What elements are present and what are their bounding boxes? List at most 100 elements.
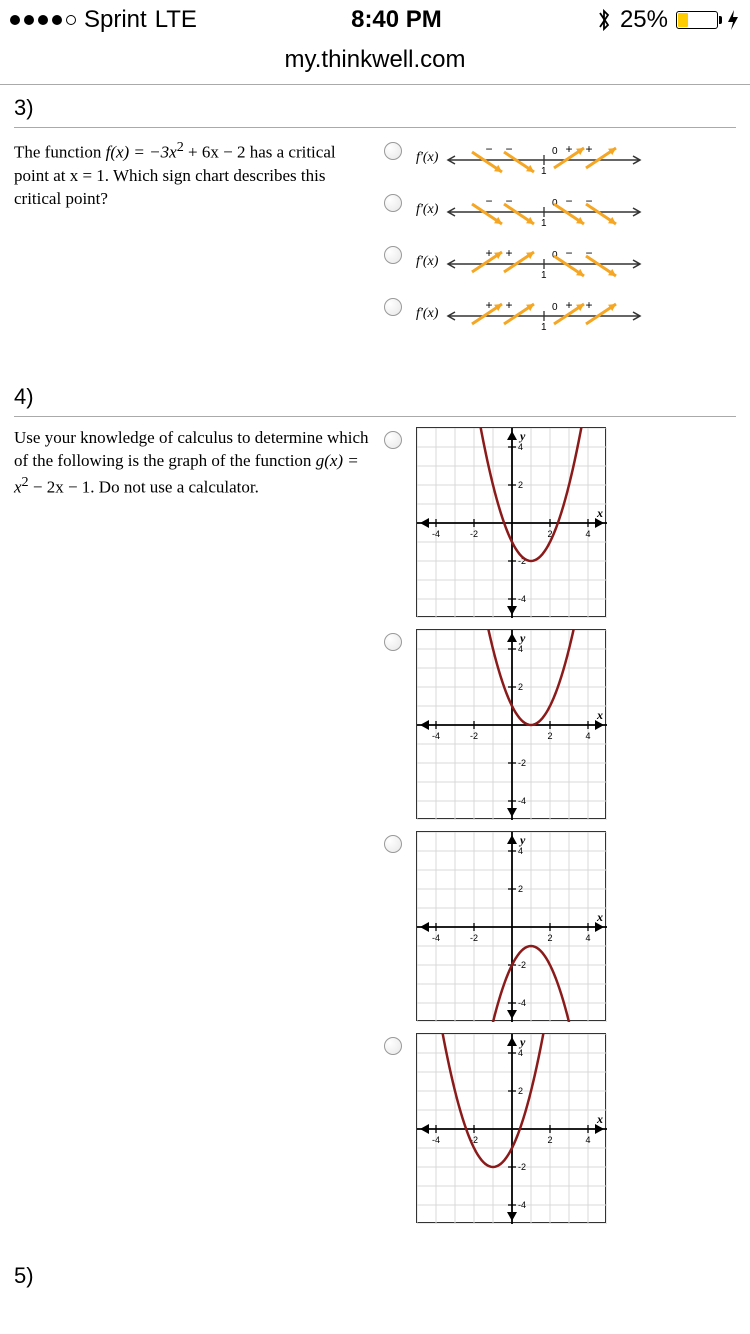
answer-option[interactable]: f'(x)01−−++ — [384, 138, 736, 178]
fprime-label: f'(x) — [416, 150, 438, 166]
svg-text:-2: -2 — [518, 1162, 526, 1172]
svg-text:-4: -4 — [518, 796, 526, 806]
svg-text:2: 2 — [518, 480, 523, 490]
question-number: 4) — [14, 374, 736, 416]
answer-option[interactable]: -4-224-4-224xy — [384, 427, 736, 617]
svg-text:2: 2 — [547, 1135, 552, 1145]
charging-icon — [726, 8, 740, 32]
svg-text:-2: -2 — [518, 758, 526, 768]
graph-plot: -4-224-4-224xy — [416, 629, 606, 819]
svg-text:y: y — [518, 1035, 526, 1049]
svg-text:4: 4 — [518, 442, 523, 452]
svg-text:1: 1 — [541, 322, 547, 333]
svg-text:−: − — [566, 246, 573, 260]
battery-percent-label: 25% — [620, 6, 668, 34]
svg-text:2: 2 — [547, 933, 552, 943]
svg-text:-4: -4 — [432, 1135, 440, 1145]
question-3-text: The function f(x) = −3x2 + 6x − 2 has a … — [14, 138, 384, 210]
status-right: 25% — [596, 6, 740, 34]
svg-text:-2: -2 — [470, 731, 478, 741]
fprime-label: f'(x) — [416, 254, 438, 270]
svg-text:2: 2 — [547, 731, 552, 741]
question-4: 4) Use your knowledge of calculus to det… — [14, 374, 736, 1223]
radio-button[interactable] — [384, 835, 402, 853]
radio-button[interactable] — [384, 246, 402, 264]
sign-chart: 01++−− — [444, 242, 644, 282]
svg-text:2: 2 — [518, 682, 523, 692]
svg-text:-2: -2 — [470, 933, 478, 943]
question-number: 3) — [14, 85, 736, 127]
question-5: 5) — [14, 1253, 736, 1295]
question-3-answers: f'(x)01−−++f'(x)01−−−−f'(x)01++−−f'(x)01… — [384, 138, 736, 334]
svg-text:4: 4 — [518, 644, 523, 654]
bluetooth-icon — [596, 7, 612, 33]
sign-chart: 01−−++ — [444, 138, 644, 178]
svg-text:-4: -4 — [432, 933, 440, 943]
carrier-label: Sprint — [84, 6, 147, 34]
svg-text:2: 2 — [518, 884, 523, 894]
question-4-text: Use your knowledge of calculus to determ… — [14, 427, 384, 499]
svg-text:y: y — [518, 833, 526, 847]
answer-option[interactable]: -4-224-4-224xy — [384, 629, 736, 819]
svg-text:+: + — [506, 298, 513, 312]
radio-button[interactable] — [384, 194, 402, 212]
status-left: Sprint LTE — [10, 6, 197, 34]
svg-text:4: 4 — [585, 1135, 590, 1145]
svg-text:x: x — [596, 708, 603, 722]
answer-option[interactable]: f'(x) 01++−− — [384, 242, 736, 282]
sign-chart: 01++++ — [444, 294, 644, 334]
svg-text:−: − — [486, 142, 493, 156]
svg-text:4: 4 — [585, 731, 590, 741]
svg-text:+: + — [586, 298, 593, 312]
svg-text:x: x — [596, 910, 603, 924]
radio-button[interactable] — [384, 1037, 402, 1055]
svg-text:-2: -2 — [470, 529, 478, 539]
svg-text:0: 0 — [552, 146, 558, 157]
sign-chart: 01−−−− — [444, 190, 644, 230]
radio-button[interactable] — [384, 298, 402, 316]
status-bar: Sprint LTE 8:40 PM 25% — [0, 0, 750, 40]
url-label: my.thinkwell.com — [0, 40, 750, 84]
svg-text:4: 4 — [518, 846, 523, 856]
svg-text:4: 4 — [585, 529, 590, 539]
graph-plot: -4-224-4-224xy — [416, 1033, 606, 1223]
svg-text:+: + — [566, 142, 573, 156]
clock-label: 8:40 PM — [351, 6, 442, 34]
svg-text:x: x — [596, 1112, 603, 1126]
question-3: 3) The function f(x) = −3x2 + 6x − 2 has… — [14, 85, 736, 334]
question-4-answers: -4-224-4-224xy-4-224-4-224xy-4-224-4-224… — [384, 427, 736, 1223]
svg-text:4: 4 — [585, 933, 590, 943]
svg-text:−: − — [566, 194, 573, 208]
question-number: 5) — [14, 1253, 736, 1295]
svg-text:-4: -4 — [518, 1200, 526, 1210]
svg-text:-4: -4 — [432, 529, 440, 539]
svg-text:1: 1 — [541, 166, 547, 177]
svg-text:-2: -2 — [518, 960, 526, 970]
battery-icon — [676, 11, 718, 29]
signal-dots — [10, 15, 76, 25]
svg-text:-4: -4 — [432, 731, 440, 741]
fprime-label: f'(x) — [416, 306, 438, 322]
fprime-label: f'(x) — [416, 202, 438, 218]
svg-text:0: 0 — [552, 302, 558, 313]
svg-text:x: x — [596, 506, 603, 520]
svg-text:y: y — [518, 429, 526, 443]
graph-plot: -4-224-4-224xy — [416, 427, 606, 617]
answer-option[interactable]: f'(x)01++++ — [384, 294, 736, 334]
answer-option[interactable]: -4-224-4-224xy — [384, 1033, 736, 1223]
svg-text:−: − — [486, 194, 493, 208]
svg-text:1: 1 — [541, 270, 547, 281]
svg-text:y: y — [518, 631, 526, 645]
svg-text:+: + — [566, 298, 573, 312]
svg-text:-4: -4 — [518, 998, 526, 1008]
radio-button[interactable] — [384, 633, 402, 651]
radio-button[interactable] — [384, 431, 402, 449]
graph-plot: -4-224-4-224xy — [416, 831, 606, 1021]
svg-text:1: 1 — [541, 218, 547, 229]
svg-text:+: + — [586, 142, 593, 156]
answer-option[interactable]: f'(x)01−−−− — [384, 190, 736, 230]
svg-text:2: 2 — [518, 1086, 523, 1096]
answer-option[interactable]: -4-224-4-224xy — [384, 831, 736, 1021]
radio-button[interactable] — [384, 142, 402, 160]
svg-text:-4: -4 — [518, 594, 526, 604]
